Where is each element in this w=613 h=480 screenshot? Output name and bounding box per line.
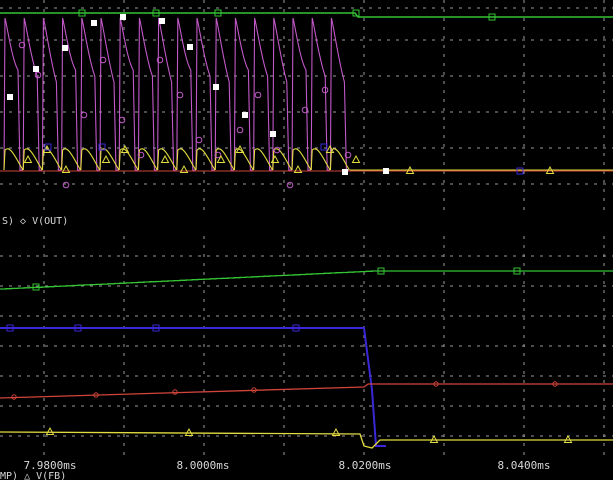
top-legend: S) ◇ V(OUT) [2, 216, 68, 227]
marker-top-yellow [325, 144, 335, 153]
bottom-plot-traces [0, 267, 613, 449]
trace-top-green [0, 12, 613, 18]
marker-bot-red [93, 392, 99, 398]
marker-top-blue [516, 167, 524, 175]
marker-top-yellow [101, 154, 111, 163]
x-tick-label: 8.0400ms [498, 459, 551, 472]
marker-top-green [488, 13, 496, 21]
marker-top-magenta [321, 86, 329, 94]
marker-bot-yellow [563, 434, 573, 443]
marker-top-magenta [99, 56, 107, 64]
marker-bot-green [377, 267, 385, 275]
marker-top-magenta [236, 126, 244, 134]
marker-bot-yellow [429, 434, 439, 443]
marker-top-green [214, 9, 222, 17]
marker-top-magenta [254, 91, 262, 99]
marker-top-white [33, 66, 39, 72]
marker-bot-green [513, 267, 521, 275]
marker-top-yellow [270, 154, 280, 163]
bottom-plot-grid [0, 236, 613, 455]
marker-top-yellow [351, 154, 361, 163]
marker-top-magenta [18, 41, 26, 49]
trace-bot-red [0, 383, 613, 399]
marker-top-white [270, 131, 276, 137]
marker-top-magenta [137, 151, 145, 159]
marker-bot-yellow [331, 427, 341, 436]
marker-top-magenta [118, 116, 126, 124]
marker-bot-red [433, 381, 439, 387]
trace-top-yellow [3, 148, 613, 171]
marker-top-magenta [80, 111, 88, 119]
marker-top-yellow [545, 165, 555, 174]
trace-top-magenta [3, 17, 613, 171]
marker-top-yellow [179, 164, 189, 173]
trace-bot-blue [0, 327, 386, 447]
marker-top-magenta [301, 106, 309, 114]
marker-top-white [187, 44, 193, 50]
top-plot-grid [0, 0, 613, 210]
marker-bot-blue [6, 324, 14, 332]
marker-top-magenta [195, 136, 203, 144]
marker-bot-blue [292, 324, 300, 332]
marker-top-green [152, 9, 160, 17]
marker-top-yellow [61, 164, 71, 173]
marker-top-yellow [120, 144, 130, 153]
plot-separator [0, 212, 613, 232]
marker-top-magenta [176, 91, 184, 99]
marker-bot-yellow [184, 427, 194, 436]
marker-top-magenta [214, 151, 222, 159]
marker-top-magenta [286, 181, 294, 189]
marker-top-yellow [216, 154, 226, 163]
marker-bot-yellow [45, 426, 55, 435]
marker-top-yellow [160, 154, 170, 163]
bottom-legend: MP) △ V(FB) [0, 471, 66, 480]
marker-bot-red [552, 381, 558, 387]
trace-bot-green [0, 270, 613, 290]
marker-top-yellow [293, 164, 303, 173]
marker-top-white [62, 45, 68, 51]
marker-top-white [342, 169, 348, 175]
marker-bot-red [172, 389, 178, 395]
marker-top-white [213, 84, 219, 90]
marker-bot-green [32, 283, 40, 291]
marker-top-magenta [34, 71, 42, 79]
marker-top-blue [320, 143, 328, 151]
x-tick-label: 8.0200ms [339, 459, 392, 472]
marker-top-yellow [235, 144, 245, 153]
marker-top-white [120, 14, 126, 20]
marker-top-magenta [156, 56, 164, 64]
marker-bot-red [11, 394, 17, 400]
marker-top-magenta [62, 181, 70, 189]
marker-top-green [78, 9, 86, 17]
marker-bot-blue [152, 324, 160, 332]
trace-bot-yellow [0, 431, 613, 449]
top-plot-traces [0, 9, 613, 189]
marker-top-white [7, 94, 13, 100]
marker-top-white [242, 112, 248, 118]
x-tick-label: 8.0000ms [177, 459, 230, 472]
marker-top-magenta [344, 151, 352, 159]
x-tick-label: 7.9800ms [24, 459, 77, 472]
marker-top-yellow [23, 154, 33, 163]
marker-top-white [159, 18, 165, 24]
marker-top-green [352, 9, 360, 17]
marker-top-yellow [405, 165, 415, 174]
marker-top-white [91, 20, 97, 26]
marker-top-white [383, 168, 389, 174]
marker-bot-red [251, 387, 257, 393]
marker-top-blue [98, 143, 106, 151]
marker-top-blue [44, 143, 52, 151]
x-tick-labels: 7.9800ms 8.0000ms 8.0200ms 8.0400ms [24, 459, 551, 472]
marker-bot-blue [74, 324, 82, 332]
marker-top-magenta [273, 146, 281, 154]
